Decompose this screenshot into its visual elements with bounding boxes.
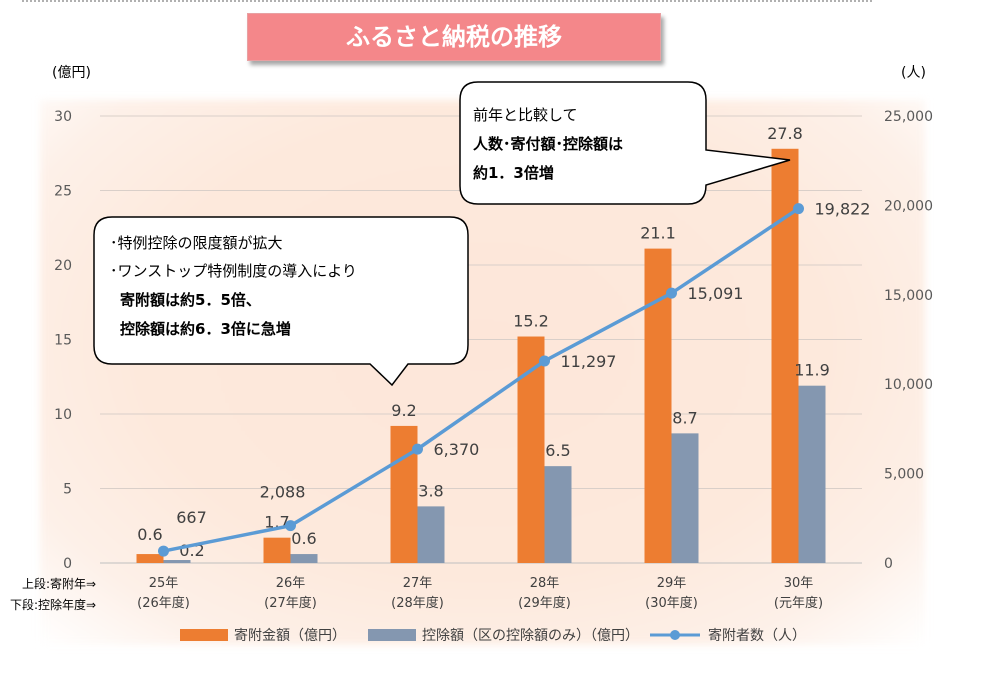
left-tick-label: 0 — [63, 556, 72, 572]
legend-swatch — [180, 629, 228, 641]
bar-data-label: 27.8 — [767, 124, 803, 143]
category-sublabel: (元年度) — [774, 595, 823, 611]
bar-data-label: 3.8 — [418, 481, 443, 500]
callout-line: 前年と比較して — [473, 106, 578, 124]
line-series — [163, 207, 800, 553]
left-tick-label: 30 — [54, 109, 72, 125]
legend-label: 寄附金額（億円） — [234, 627, 346, 644]
line-marker — [539, 355, 550, 367]
bar — [263, 537, 291, 563]
callout-line: 控除額は約6．3倍に急増 — [120, 320, 291, 338]
category-sublabel: (30年度) — [645, 595, 698, 611]
bar-data-label: 11.9 — [794, 361, 830, 380]
category-label: 29年 — [657, 576, 687, 591]
callout-line: ･特例控除の限度額が拡大 — [110, 234, 283, 252]
bar — [136, 554, 164, 563]
line-data-label: 2,088 — [260, 483, 306, 502]
bar-data-label: 8.7 — [672, 408, 697, 427]
legend-label: 控除額（区の控除額のみ）（億円） — [422, 628, 639, 644]
category-sublabel: (28年度) — [391, 595, 444, 611]
row-label-fiscal-year: 下段:控除年度⇒ — [10, 598, 97, 612]
row-label-year: 上段:寄附年⇒ — [22, 577, 97, 591]
category-label: 25年 — [149, 576, 179, 591]
category-sublabel: (29年度) — [518, 595, 571, 611]
bar-data-label: 15.2 — [513, 312, 549, 331]
bar-data-label: 0.6 — [137, 525, 162, 544]
line-data-label: 6,370 — [434, 440, 480, 459]
bar — [798, 385, 826, 563]
left-tick-label: 5 — [63, 482, 72, 498]
bar — [417, 506, 445, 563]
left-tick-label: 25 — [54, 184, 72, 200]
category-sublabel: (27年度) — [264, 595, 317, 611]
bar — [544, 466, 572, 563]
bar — [517, 336, 545, 563]
legend-label: 寄附者数（人） — [708, 627, 806, 644]
left-tick-label: 20 — [54, 258, 72, 274]
callout-line: 人数･寄付額･控除額は — [473, 135, 623, 153]
callout-line: 約1．3倍増 — [473, 164, 554, 182]
callout-line: ･ワンストップ特例制度の導入により — [110, 262, 357, 280]
right-tick-label: 0 — [884, 556, 893, 572]
right-tick-label: 20,000 — [884, 198, 933, 214]
category-label: 26年 — [276, 576, 306, 591]
callout-bubble — [459, 81, 791, 205]
line-data-label: 11,297 — [561, 352, 617, 371]
left-tick-label: 15 — [54, 333, 72, 349]
line-data-label: 15,091 — [688, 284, 744, 303]
bar — [163, 560, 191, 563]
category-label: 28年 — [530, 576, 560, 591]
right-tick-label: 15,000 — [884, 288, 933, 304]
bar — [671, 433, 699, 563]
bar-data-label: 0.6 — [291, 529, 316, 548]
category-label: 27年 — [403, 576, 433, 591]
bar-data-label: 21.1 — [640, 224, 676, 243]
right-axis-unit: (人) — [901, 65, 926, 81]
bar-data-label: 9.2 — [391, 401, 416, 420]
line-data-label: 19,822 — [815, 200, 871, 219]
chart-title: ふるさと納税の推移 — [247, 13, 661, 61]
legend-marker — [670, 630, 680, 640]
bar-data-label: 6.5 — [545, 441, 570, 460]
left-tick-label: 10 — [54, 407, 72, 423]
line-marker — [285, 520, 296, 532]
right-tick-label: 5,000 — [884, 467, 924, 483]
line-marker — [793, 203, 804, 215]
callout-bubble — [93, 216, 469, 387]
bar — [290, 554, 318, 563]
right-tick-label: 10,000 — [884, 377, 933, 393]
line-marker — [158, 545, 169, 557]
left-axis-unit: (億円) — [52, 65, 91, 81]
line-marker — [666, 287, 677, 299]
line-marker — [412, 443, 423, 455]
category-sublabel: (26年度) — [137, 595, 190, 611]
callout-line: 寄附額は約5．5倍、 — [120, 291, 261, 309]
legend-swatch — [368, 629, 416, 641]
right-tick-label: 25,000 — [884, 109, 933, 125]
top-dotted-rule — [22, 0, 872, 2]
category-label: 30年 — [784, 576, 814, 591]
line-data-label: 667 — [176, 508, 207, 527]
